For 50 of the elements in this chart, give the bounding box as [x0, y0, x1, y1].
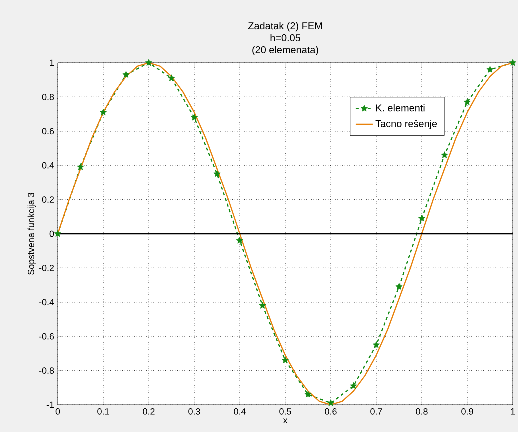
point [214, 170, 221, 178]
point [350, 382, 358, 390]
text: (20 elemenata) [252, 46, 318, 56]
y-tick-label: 0.4 [42, 162, 54, 169]
y-tick-label: 0 [50, 230, 54, 238]
point [509, 59, 517, 66]
point [190, 114, 198, 121]
point [168, 74, 176, 82]
y-tick-label: 0.6 [42, 128, 54, 135]
y-tick-label: -0.4 [39, 299, 54, 306]
point [396, 283, 403, 290]
point [122, 71, 130, 78]
point [145, 59, 153, 66]
point [282, 356, 290, 364]
point [259, 302, 266, 309]
x-tick-label: 0.5 [280, 408, 292, 415]
y-tick-label: 0.8 [42, 94, 54, 100]
x-tick-label: 0.9 [462, 408, 474, 415]
x-tick-label: 0.2 [143, 408, 155, 415]
y-tick-label: -0.6 [39, 333, 54, 340]
x-axis-title: x [283, 418, 288, 424]
x-tick-label: 0.1 [98, 408, 110, 415]
point [236, 237, 244, 244]
chart-subtitle: h=0.05 [270, 34, 300, 42]
point [418, 214, 426, 222]
y-axis-title: Sopstvena funkcija 3 [28, 193, 36, 275]
point [77, 164, 84, 170]
point [100, 108, 108, 116]
y-tick-label: 1 [50, 60, 54, 66]
legend-label: K. elementi [376, 104, 425, 112]
y-tick-label: -1 [46, 402, 54, 408]
point [464, 98, 472, 106]
x-tick-label: 0.3 [188, 408, 200, 415]
point [327, 400, 335, 406]
y-tick-label: -0.2 [39, 265, 54, 272]
legend-label: Tacno rešenje [376, 120, 438, 130]
x-tick-label: 0.4 [234, 408, 246, 415]
x-tick-label: 0.7 [370, 408, 382, 415]
y-tick-label: -0.8 [39, 368, 54, 374]
x-tick-label: 1 [511, 408, 516, 415]
point [372, 341, 380, 348]
x-tick-label: 0.6 [325, 408, 337, 415]
point [486, 66, 494, 73]
x-tick-label: 0.8 [416, 408, 428, 415]
point [54, 230, 62, 238]
point [304, 391, 312, 398]
x-tick-label: 0 [56, 408, 60, 415]
point [441, 152, 448, 158]
chart-title: Zadatak (2) FEM [248, 22, 322, 32]
y-tick-label: 0.2 [42, 196, 54, 203]
